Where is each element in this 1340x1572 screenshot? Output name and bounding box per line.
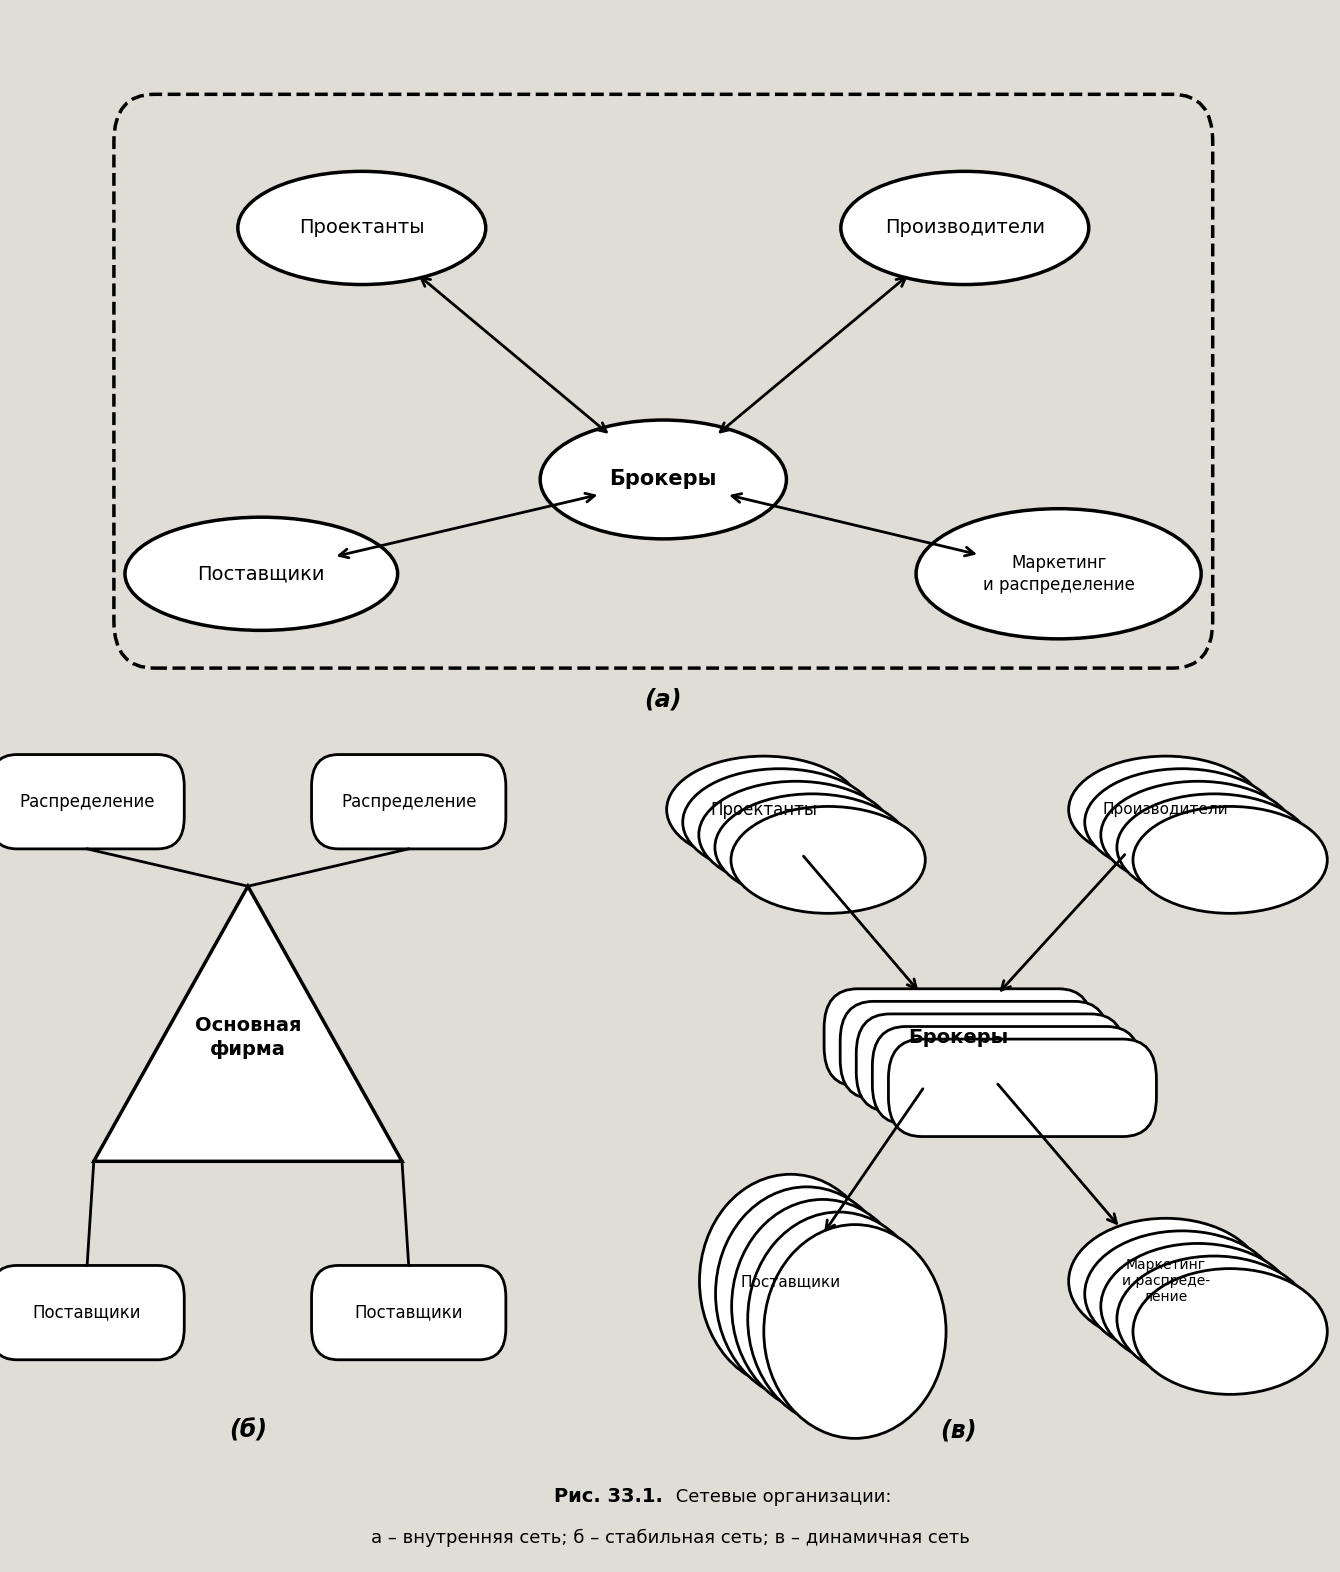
FancyBboxPatch shape bbox=[824, 989, 1092, 1086]
Text: Рис. 33.1.: Рис. 33.1. bbox=[555, 1487, 663, 1506]
Text: Проектанты: Проектанты bbox=[710, 800, 817, 819]
FancyBboxPatch shape bbox=[0, 1265, 185, 1360]
Text: Распределение: Распределение bbox=[340, 792, 477, 811]
FancyBboxPatch shape bbox=[840, 1001, 1108, 1099]
Ellipse shape bbox=[125, 517, 398, 630]
Ellipse shape bbox=[239, 171, 485, 285]
Ellipse shape bbox=[917, 509, 1201, 638]
FancyBboxPatch shape bbox=[856, 1014, 1124, 1111]
Circle shape bbox=[716, 1187, 898, 1401]
Text: Производители: Производители bbox=[1103, 802, 1229, 817]
Ellipse shape bbox=[1085, 769, 1280, 876]
Circle shape bbox=[748, 1212, 930, 1426]
FancyBboxPatch shape bbox=[888, 1039, 1156, 1137]
Ellipse shape bbox=[732, 806, 925, 913]
Ellipse shape bbox=[1134, 1269, 1328, 1394]
Ellipse shape bbox=[714, 794, 909, 901]
Text: (в): (в) bbox=[939, 1418, 977, 1443]
Text: Проектанты: Проектанты bbox=[299, 219, 425, 237]
Circle shape bbox=[732, 1199, 914, 1413]
Text: Маркетинг
и распределение: Маркетинг и распределение bbox=[982, 553, 1135, 594]
Ellipse shape bbox=[699, 781, 892, 888]
Text: Поставщики: Поставщики bbox=[741, 1273, 840, 1289]
Circle shape bbox=[699, 1174, 882, 1388]
Text: Маркетинг
и распреде-
ление: Маркетинг и распреде- ление bbox=[1122, 1258, 1210, 1305]
Text: Основная
фирма: Основная фирма bbox=[194, 1016, 302, 1060]
Ellipse shape bbox=[1134, 806, 1328, 913]
Ellipse shape bbox=[540, 420, 787, 539]
FancyBboxPatch shape bbox=[872, 1027, 1140, 1124]
Ellipse shape bbox=[1101, 781, 1296, 888]
Text: а – внутренняя сеть; б – стабильная сеть; в – динамичная сеть: а – внутренняя сеть; б – стабильная сеть… bbox=[371, 1528, 969, 1547]
FancyBboxPatch shape bbox=[0, 755, 185, 849]
Text: Брокеры: Брокеры bbox=[610, 470, 717, 489]
Text: Производители: Производители bbox=[884, 219, 1045, 237]
Ellipse shape bbox=[1068, 756, 1262, 863]
Ellipse shape bbox=[1116, 1256, 1311, 1382]
Ellipse shape bbox=[667, 756, 860, 863]
Text: Распределение: Распределение bbox=[19, 792, 155, 811]
Ellipse shape bbox=[1068, 1218, 1262, 1344]
Text: Поставщики: Поставщики bbox=[34, 1303, 141, 1322]
Circle shape bbox=[764, 1225, 946, 1438]
Polygon shape bbox=[94, 887, 402, 1162]
Ellipse shape bbox=[1085, 1231, 1280, 1357]
Text: Поставщики: Поставщики bbox=[355, 1303, 462, 1322]
Text: Сетевые организации:: Сетевые организации: bbox=[670, 1487, 891, 1506]
Text: (б): (б) bbox=[229, 1418, 267, 1443]
FancyBboxPatch shape bbox=[311, 755, 505, 849]
Ellipse shape bbox=[683, 769, 876, 876]
FancyBboxPatch shape bbox=[311, 1265, 505, 1360]
Ellipse shape bbox=[1116, 794, 1311, 901]
Text: (а): (а) bbox=[645, 687, 682, 712]
Text: Поставщики: Поставщики bbox=[197, 564, 326, 583]
Ellipse shape bbox=[1101, 1243, 1296, 1369]
Ellipse shape bbox=[842, 171, 1088, 285]
Text: Брокеры: Брокеры bbox=[909, 1028, 1008, 1047]
